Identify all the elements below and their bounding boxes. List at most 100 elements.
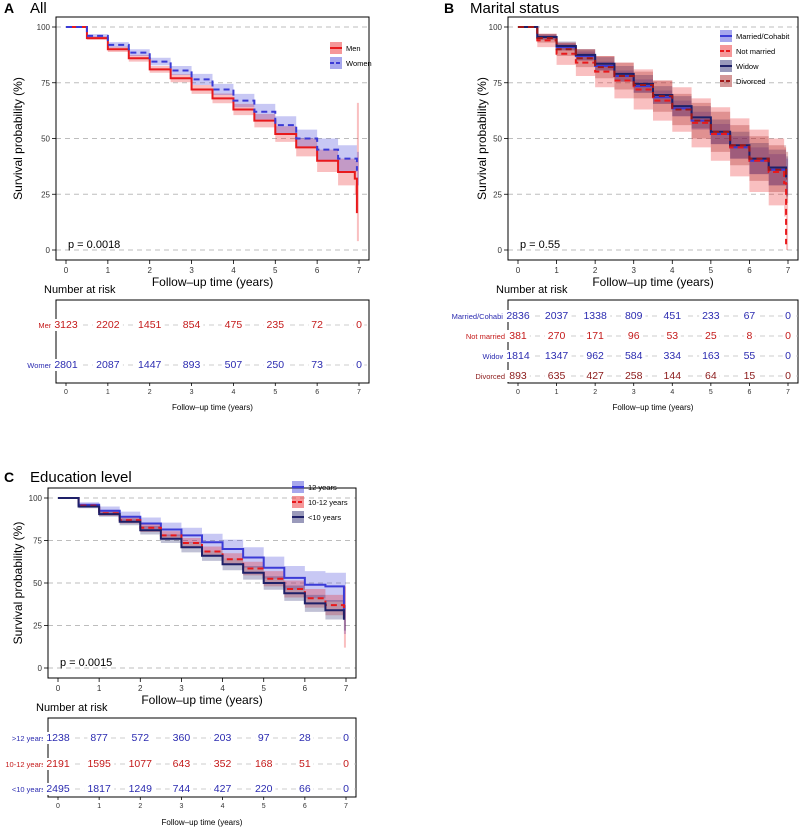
risk-cell: 1595: [87, 758, 111, 770]
risk-cell-bg: [43, 783, 73, 795]
risk-cell: 572: [132, 732, 150, 744]
risk-cell-bg: [699, 350, 723, 362]
risk-row: Women 2801 2087 1447 893 507 250 73 0: [27, 359, 369, 371]
risk-cell: 635: [548, 370, 566, 382]
survival-line-married-cohabit: [518, 26, 788, 178]
y-tick-label: 100: [29, 494, 43, 503]
risk-cell: 962: [586, 350, 604, 362]
risk-x-tick-label: 6: [315, 389, 319, 396]
risk-cell-bg: [506, 370, 530, 382]
legend-item: Divorced: [720, 75, 766, 87]
risk-x-axis-label: Follow–up time (years): [162, 818, 243, 827]
risk-cell: 0: [785, 350, 791, 362]
risk-cell: 64: [705, 370, 717, 382]
risk-cell: 475: [225, 319, 243, 331]
risk-cell-bg: [308, 319, 326, 331]
y-tick-label: 50: [41, 135, 50, 144]
risk-cell: 8: [747, 330, 753, 342]
y-tick-label: 25: [33, 622, 42, 631]
risk-cell: 144: [664, 370, 682, 382]
y-tick-label: 100: [37, 23, 51, 32]
risk-cell-bg: [503, 310, 533, 322]
legend-item: Men: [330, 42, 361, 54]
risk-table-frame: [55, 299, 370, 384]
legend-label: Divorced: [736, 77, 766, 86]
x-tick-label: 5: [273, 266, 278, 275]
risk-cell-bg: [621, 370, 646, 382]
risk-cell-bg: [660, 370, 685, 382]
legend: Married/Cohabit Not married Widow Divorced: [720, 30, 790, 87]
risk-cell-bg: [782, 330, 794, 342]
panel-title: Marital status: [470, 0, 559, 17]
risk-cell: 1814: [506, 350, 530, 362]
risk-cell-bg: [51, 359, 81, 371]
risk-cell-bg: [134, 359, 165, 371]
risk-cell: 235: [267, 319, 285, 331]
risk-cell: 584: [625, 350, 643, 362]
risk-cell-bg: [353, 359, 365, 371]
risk-x-tick-label: 2: [138, 803, 142, 810]
risk-cell: 1238: [46, 732, 70, 744]
risk-cell: 53: [666, 330, 678, 342]
risk-x-tick-label: 1: [555, 389, 559, 396]
risk-cell: 66: [299, 783, 311, 795]
risk-row: Divorced 893 635 427 258 144 64 15 0: [475, 370, 798, 382]
legend-item: Not married: [720, 45, 775, 57]
risk-cell-bg: [583, 350, 607, 362]
risk-cell-bg: [125, 758, 156, 770]
risk-cell: 55: [744, 350, 756, 362]
x-axis-label: Follow–up time (years): [141, 693, 262, 707]
series-group: [518, 26, 789, 250]
risk-cell: 0: [343, 783, 349, 795]
risk-cell: 258: [625, 370, 643, 382]
legend-item: Widow: [720, 60, 759, 72]
x-tick-label: 3: [189, 266, 194, 275]
x-axis-label: Follow–up time (years): [592, 275, 713, 289]
legend: 12 years 10-12 years <10 years: [292, 481, 348, 523]
risk-cell-bg: [296, 783, 314, 795]
risk-cell: 334: [664, 350, 682, 362]
risk-cell-bg: [782, 370, 794, 382]
risk-cell-bg: [251, 783, 276, 795]
survival-line--10-years: [58, 497, 345, 620]
risk-cell-bg: [51, 319, 81, 331]
risk-x-tick-label: 1: [106, 389, 110, 396]
risk-cell-bg: [125, 783, 156, 795]
risk-cell-bg: [544, 370, 569, 382]
x-tick-label: 6: [747, 266, 752, 275]
risk-row-label: Married/Cohabit: [452, 312, 506, 321]
risk-cell-bg: [308, 359, 326, 371]
risk-x-tick-label: 6: [303, 803, 307, 810]
y-tick-label: 75: [33, 537, 42, 546]
risk-cell: 2495: [46, 783, 70, 795]
risk-cell: 893: [509, 370, 527, 382]
risk-cell-bg: [263, 359, 288, 371]
risk-x-tick-label: 4: [231, 389, 235, 396]
x-tick-label: 4: [231, 266, 236, 275]
risk-cell: 360: [173, 732, 191, 744]
risk-cell-bg: [702, 330, 720, 342]
risk-cell: 0: [356, 359, 362, 371]
series-group: [66, 26, 359, 242]
risk-row: Widow 1814 1347 962 584 334 163 55 0: [482, 350, 798, 362]
risk-cell: 51: [299, 758, 311, 770]
ci-band-not-married: [518, 27, 789, 250]
panel-letter: A: [4, 0, 14, 16]
risk-cell: 643: [173, 758, 191, 770]
risk-cell-bg: [92, 359, 123, 371]
risk-row: <10 years 2495 1817 1249 744 427 220 66 0: [12, 783, 356, 795]
x-tick-label: 0: [64, 266, 69, 275]
y-tick-label: 75: [41, 79, 50, 88]
risk-cell-bg: [169, 783, 194, 795]
y-axis-label: Survival probability (%): [11, 522, 25, 645]
risk-cell: 451: [664, 310, 682, 322]
risk-cell-bg: [92, 319, 123, 331]
risk-table: Number at risk>12 years 1238 877 572 360 203 9…: [5, 702, 357, 827]
risk-x-axis-label: Follow–up time (years): [172, 403, 253, 412]
risk-cell-bg: [583, 330, 607, 342]
x-axis-label: Follow–up time (years): [152, 275, 273, 289]
